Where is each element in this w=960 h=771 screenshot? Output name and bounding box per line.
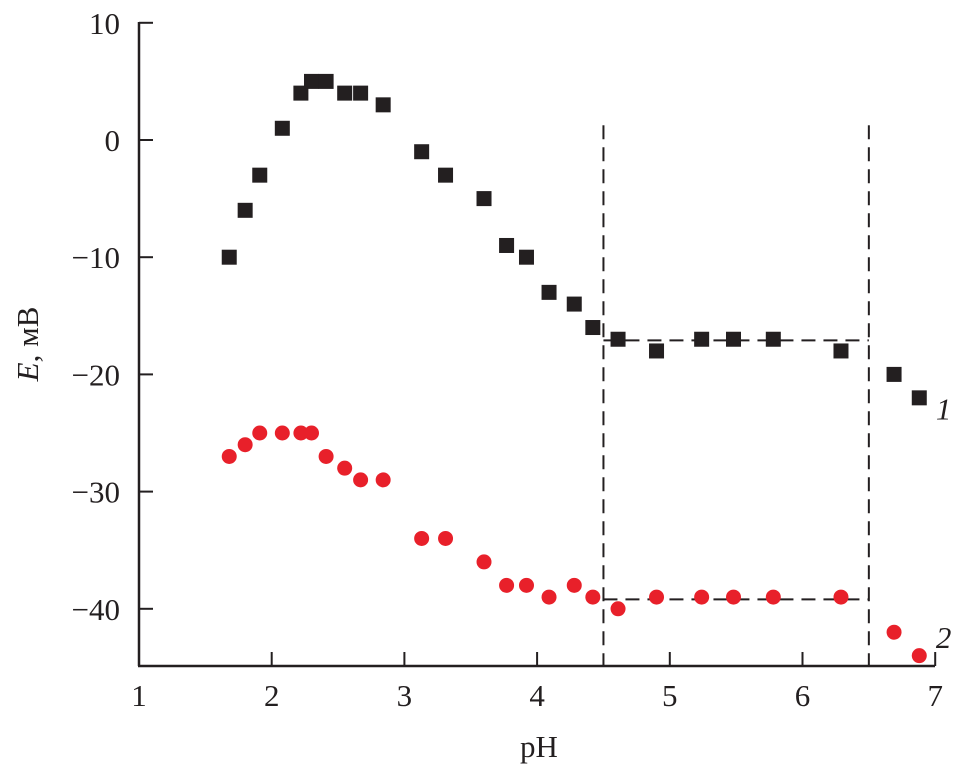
- data-points: [221, 73, 927, 664]
- series-1-square-point: [438, 167, 454, 183]
- x-tick-label: 6: [795, 678, 811, 713]
- y-axis-title: E, мВ: [10, 307, 45, 383]
- series-1-square-point: [610, 331, 626, 347]
- reference-lines: [602, 125, 870, 666]
- y-tick-label: −40: [72, 592, 120, 627]
- series-2-circle-point: [610, 601, 626, 617]
- series-1-square-point: [304, 73, 320, 89]
- series-1-square-point: [566, 296, 582, 312]
- x-tick-label: 2: [264, 678, 280, 713]
- y-tick-label: −10: [72, 240, 120, 275]
- series-1-square-point: [911, 390, 927, 406]
- series-2-circle-point: [476, 554, 492, 570]
- series-2-circle-point: [694, 589, 710, 605]
- x-axis-title: pH: [520, 729, 558, 764]
- series-2-circle-point: [304, 425, 320, 441]
- series-2-circle-point: [252, 425, 268, 441]
- y-tick-label: −20: [72, 357, 120, 392]
- series-2-circle-point: [566, 577, 582, 593]
- axes: 1 2 3 4 5 6 7 10 0 −10 −20 −30 −40: [72, 6, 943, 713]
- series-2-circle-point: [337, 460, 353, 476]
- series-1-square-point: [414, 144, 430, 160]
- series-1-square-point: [274, 120, 290, 136]
- series-1-square-point: [518, 249, 534, 265]
- series-2-circle-point: [585, 589, 601, 605]
- series-2-circle-point: [237, 437, 253, 453]
- series-2-circle-point: [499, 577, 515, 593]
- series-2-circle-point: [438, 530, 454, 546]
- series-1-square-point: [585, 320, 601, 336]
- series-2-circle-point: [221, 448, 237, 464]
- labels: pH E, мВ 1 2: [10, 307, 951, 764]
- series-1-square-point: [353, 85, 369, 101]
- series-1-square-point: [375, 97, 391, 113]
- series-1-square-point: [221, 249, 237, 265]
- series-1-square-point: [725, 331, 741, 347]
- series-label-1: 1: [936, 392, 952, 427]
- series-1-square-point: [649, 343, 665, 359]
- y-tick-label: 10: [89, 6, 120, 41]
- x-tick-label: 4: [529, 678, 545, 713]
- series-1-square-point: [499, 237, 515, 253]
- series-1-square-point: [337, 85, 353, 101]
- x-tick-label: 3: [397, 678, 413, 713]
- series-1-square-point: [476, 191, 492, 207]
- series-1-square-point: [886, 366, 902, 382]
- x-tick-label: 5: [662, 678, 678, 713]
- series-1-square-point: [694, 331, 710, 347]
- x-tick-label: 1: [131, 678, 147, 713]
- series-2-circle-point: [375, 472, 391, 488]
- series-2-circle-point: [414, 530, 430, 546]
- x-tick-label: 7: [927, 678, 943, 713]
- series-2-circle-point: [725, 589, 741, 605]
- series-2-circle-point: [318, 448, 334, 464]
- series-2-circle-point: [833, 589, 849, 605]
- series-2-circle-point: [886, 624, 902, 640]
- series-1-square-point: [541, 284, 557, 300]
- series-2-circle-point: [541, 589, 557, 605]
- series-1-square-point: [293, 85, 309, 101]
- series-1-square-point: [237, 202, 253, 218]
- series-2-circle-point: [649, 589, 665, 605]
- series-1-square-point: [318, 73, 334, 89]
- series-1-square-point: [833, 343, 849, 359]
- y-tick-label: −30: [72, 475, 120, 510]
- series-2-circle-point: [911, 648, 927, 664]
- series-2-circle-point: [353, 472, 369, 488]
- y-axis-title-unit: , мВ: [10, 307, 45, 363]
- y-axis-title-symbol: E: [10, 362, 45, 382]
- series-1-square-point: [252, 167, 268, 183]
- series-2-circle-point: [274, 425, 290, 441]
- series-label-2: 2: [936, 620, 952, 655]
- series-2-circle-point: [765, 589, 781, 605]
- y-tick-label: 0: [105, 123, 121, 158]
- series-2-circle-point: [518, 577, 534, 593]
- series-2-circle-point: [293, 425, 309, 441]
- series-1-square-point: [765, 331, 781, 347]
